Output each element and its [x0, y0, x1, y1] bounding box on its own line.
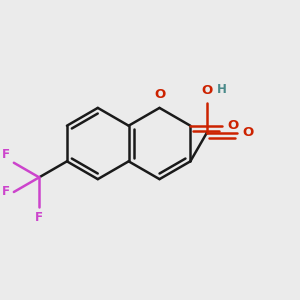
Text: F: F	[2, 148, 10, 161]
Text: O: O	[154, 88, 165, 101]
Text: F: F	[35, 211, 43, 224]
Text: O: O	[242, 126, 254, 140]
Text: H: H	[217, 82, 226, 95]
Text: O: O	[227, 119, 239, 132]
Text: F: F	[2, 185, 10, 199]
Text: O: O	[201, 85, 212, 98]
